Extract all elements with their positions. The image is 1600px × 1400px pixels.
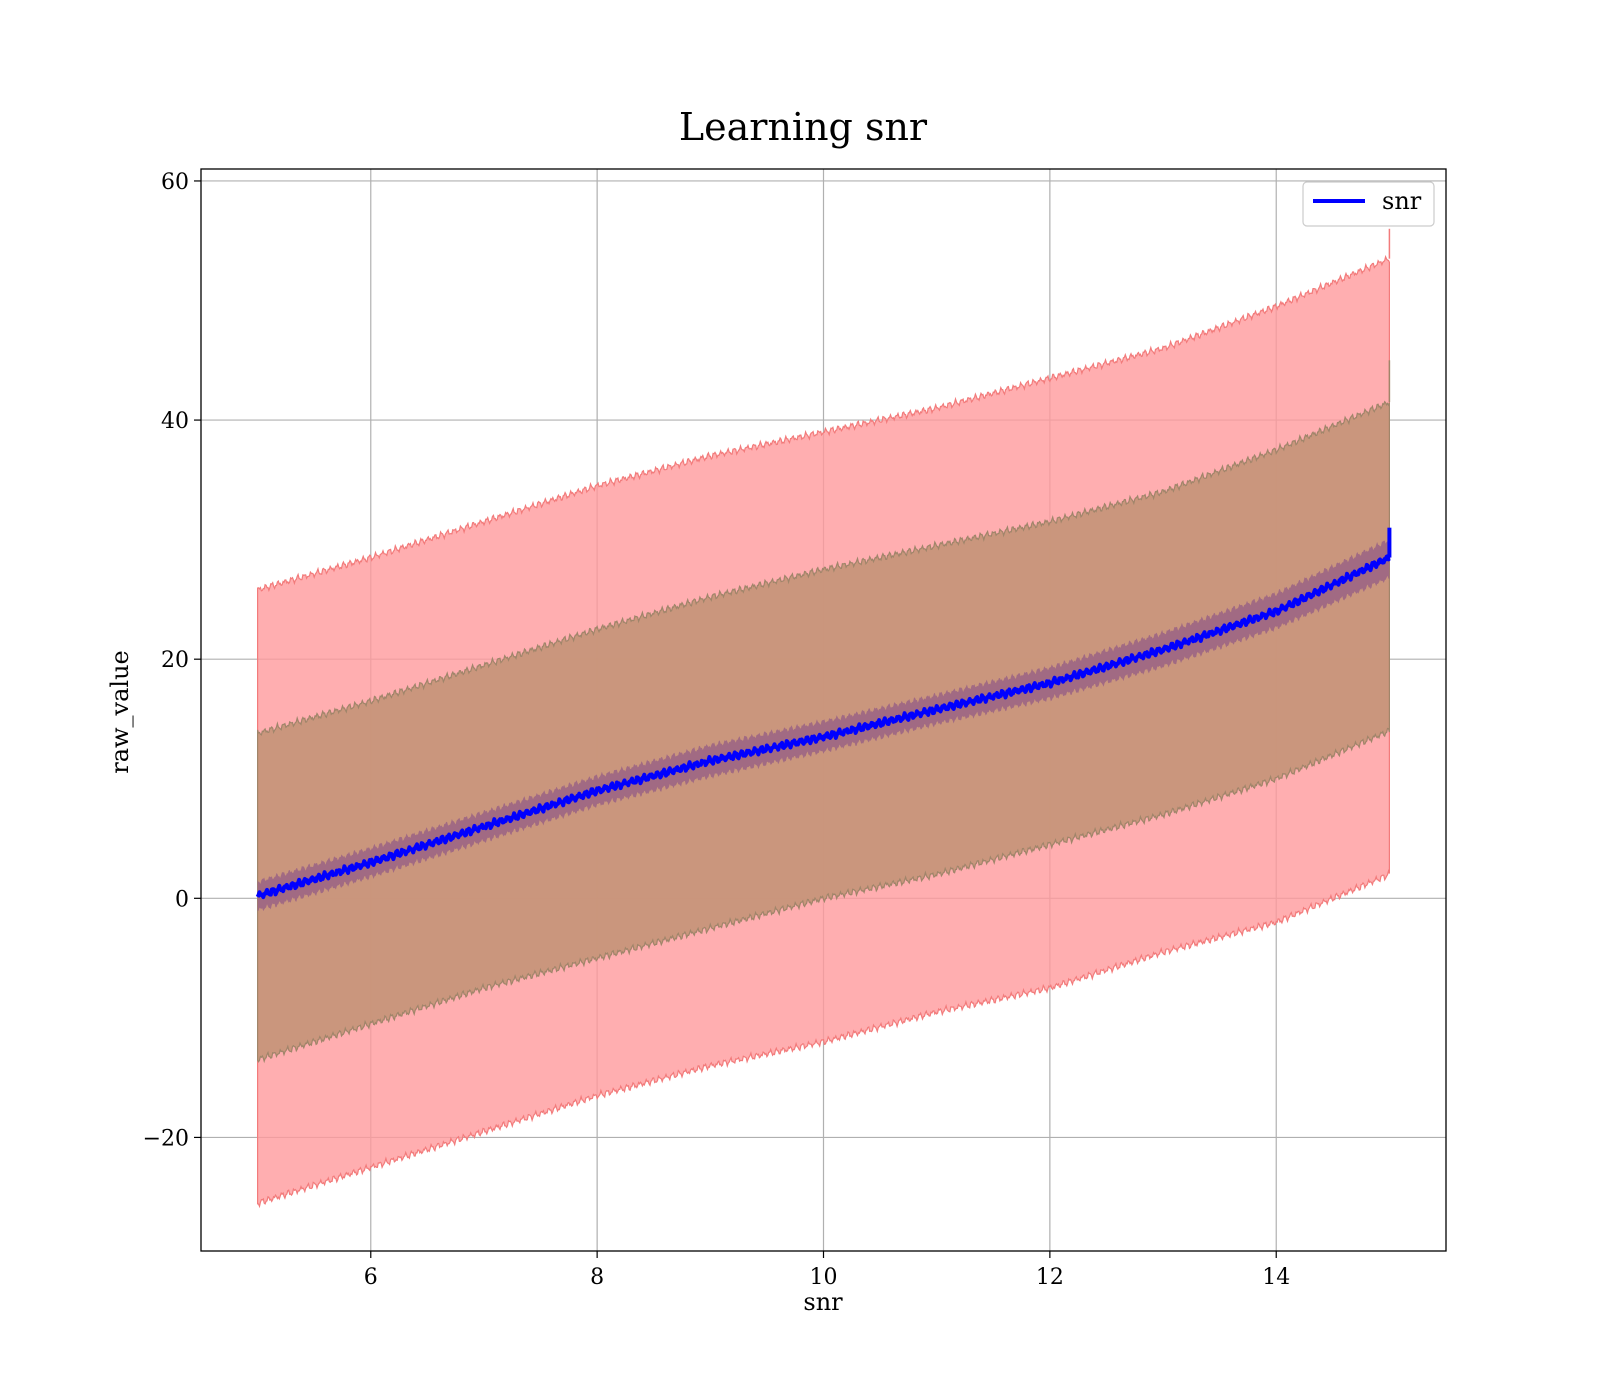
x-tick-label: 6 [364, 1265, 378, 1290]
y-axis-label: raw_value [106, 650, 134, 774]
band-inner [257, 537, 1390, 912]
y-tick-label: 60 [161, 170, 189, 195]
legend-box [1302, 181, 1435, 227]
y-tick-label: −20 [143, 1126, 189, 1151]
x-axis-label: snr [803, 1288, 843, 1316]
x-tick-label: 10 [810, 1265, 838, 1290]
y-tick-label: 20 [161, 648, 189, 673]
x-tick-label: 14 [1262, 1265, 1290, 1290]
series-line-snr [255, 554, 1391, 900]
legend: snr [1302, 181, 1435, 227]
ticks: 6 8 10 12 14 −20 0 20 40 60 [143, 170, 1291, 1290]
x-tick-label: 12 [1036, 1265, 1064, 1290]
series-lines [255, 527, 1392, 900]
y-tick-label: 0 [175, 887, 189, 912]
y-tick-label: 40 [161, 409, 189, 434]
chart-title: Learning snr [679, 105, 928, 149]
legend-label-snr: snr [1382, 187, 1422, 215]
x-tick-label: 8 [590, 1265, 604, 1290]
bands [257, 228, 1391, 1209]
